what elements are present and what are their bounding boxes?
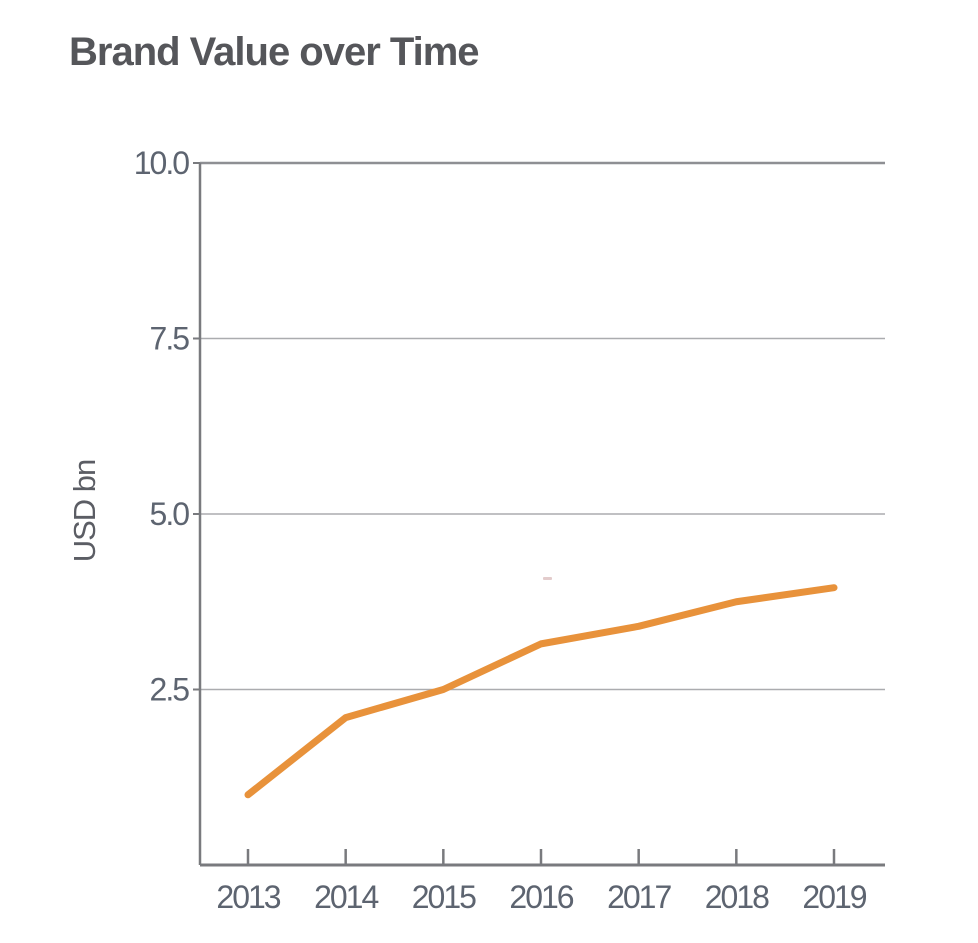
x-tick-label: 2017: [607, 879, 671, 915]
y-tick-label: 7.5: [150, 321, 190, 357]
series-line: [244, 584, 838, 799]
x-tick-label: 2014: [314, 879, 378, 915]
x-tick-label: 2016: [509, 879, 573, 915]
chart-title: Brand Value over Time: [69, 30, 480, 74]
y-tick-label: 2.5: [150, 672, 190, 708]
speck-artifact: [543, 577, 552, 580]
y-tick-label: 5.0: [150, 496, 190, 532]
x-tick-label: 2015: [412, 879, 476, 915]
series-group: [244, 584, 838, 799]
tick-labels-group: 2.5 5.0 7.5 10.0 2013 2014 2015 2016 2017 2018 201…: [134, 145, 869, 915]
x-tick-label: 2018: [705, 879, 769, 915]
x-tick-label: 2019: [802, 879, 866, 915]
y-tick-label: 10.0: [134, 145, 189, 181]
gridlines-group: [200, 161, 885, 691]
axes-group: [193, 162, 885, 867]
x-tick-label: 2013: [216, 879, 280, 915]
